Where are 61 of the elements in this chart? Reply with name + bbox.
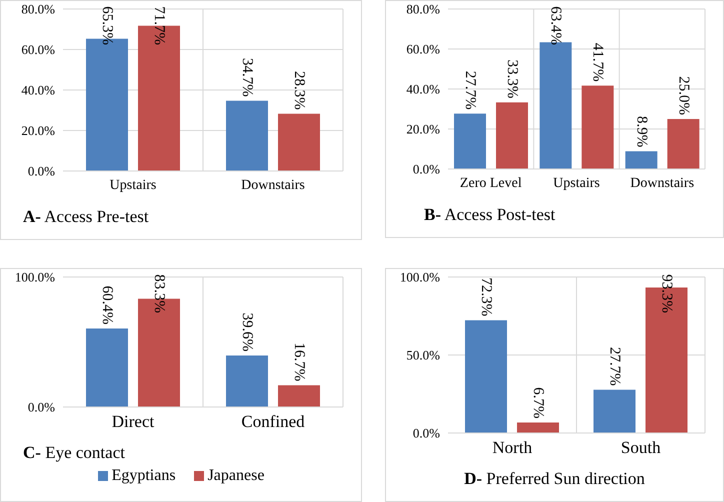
y-tick-label: 40.0% — [406, 82, 440, 97]
data-label: 72.3% — [478, 277, 494, 316]
data-label: 27.7% — [462, 70, 478, 110]
data-label: 33.3% — [504, 60, 520, 98]
y-tick-label: 60.0% — [21, 42, 56, 58]
data-label: 65.3% — [99, 6, 115, 45]
y-tick-label: 100.0% — [400, 270, 440, 285]
legend-label: Japanese — [206, 467, 264, 485]
bar — [278, 114, 320, 171]
x-tick-label: Downstairs — [630, 176, 694, 191]
bar — [226, 100, 268, 171]
data-label: 83.3% — [151, 274, 167, 313]
bar — [625, 151, 658, 169]
data-label: 6.7% — [530, 387, 546, 419]
data-label: 93.3% — [658, 274, 674, 313]
y-tick-label: 80.0% — [406, 2, 440, 17]
y-tick-label: 0.0% — [412, 426, 440, 441]
bar — [667, 119, 700, 169]
bar — [226, 356, 268, 407]
y-tick-label: 100.0% — [14, 270, 56, 285]
bar — [582, 86, 614, 169]
x-tick-label: Direct — [112, 412, 155, 432]
data-label: 16.7% — [291, 342, 307, 382]
x-tick-label: Upstairs — [110, 178, 156, 193]
x-tick-label: Confined — [241, 412, 306, 432]
text: B- Access Post-test — [423, 205, 556, 225]
legend-label: Egyptians — [110, 467, 176, 485]
data-label: 63.4% — [548, 6, 564, 45]
data-label: 41.7% — [590, 42, 606, 82]
bar — [594, 390, 636, 433]
y-tick-label: 60.0% — [406, 42, 440, 57]
text: A- Access Pre-test — [23, 207, 150, 227]
y-tick-label: 50.0% — [406, 348, 440, 363]
data-label: 8.9% — [633, 116, 650, 148]
x-tick-label: Zero Level — [460, 176, 522, 191]
bar — [86, 328, 128, 407]
bar — [496, 102, 528, 169]
y-tick-label: 20.0% — [21, 123, 56, 138]
text: C- Eye contact — [23, 443, 126, 463]
y-tick-label: 0.0% — [28, 164, 56, 179]
x-tick-label: Downstairs — [241, 178, 305, 193]
y-tick-label: 40.0% — [21, 82, 56, 98]
bar — [465, 320, 507, 433]
x-tick-label: North — [492, 438, 533, 458]
y-tick-label: 80.0% — [21, 2, 56, 17]
bar — [278, 385, 320, 407]
y-tick-label: 20.0% — [406, 122, 440, 137]
text: D- Preferred Sun direction — [463, 469, 646, 489]
data-label: 28.3% — [291, 70, 307, 110]
bar — [454, 114, 486, 169]
data-label: 34.7% — [239, 58, 255, 97]
data-label: 60.4% — [99, 286, 115, 324]
y-tick-label: 0.0% — [28, 400, 56, 415]
bar — [517, 422, 559, 433]
y-tick-label: 0.0% — [412, 162, 440, 177]
x-tick-label: Upstairs — [553, 176, 600, 191]
data-label: 71.7% — [151, 6, 167, 45]
data-label: 25.0% — [675, 76, 692, 115]
data-label: 39.6% — [239, 312, 255, 352]
data-label: 27.7% — [606, 347, 622, 386]
x-tick-label: South — [620, 438, 662, 458]
